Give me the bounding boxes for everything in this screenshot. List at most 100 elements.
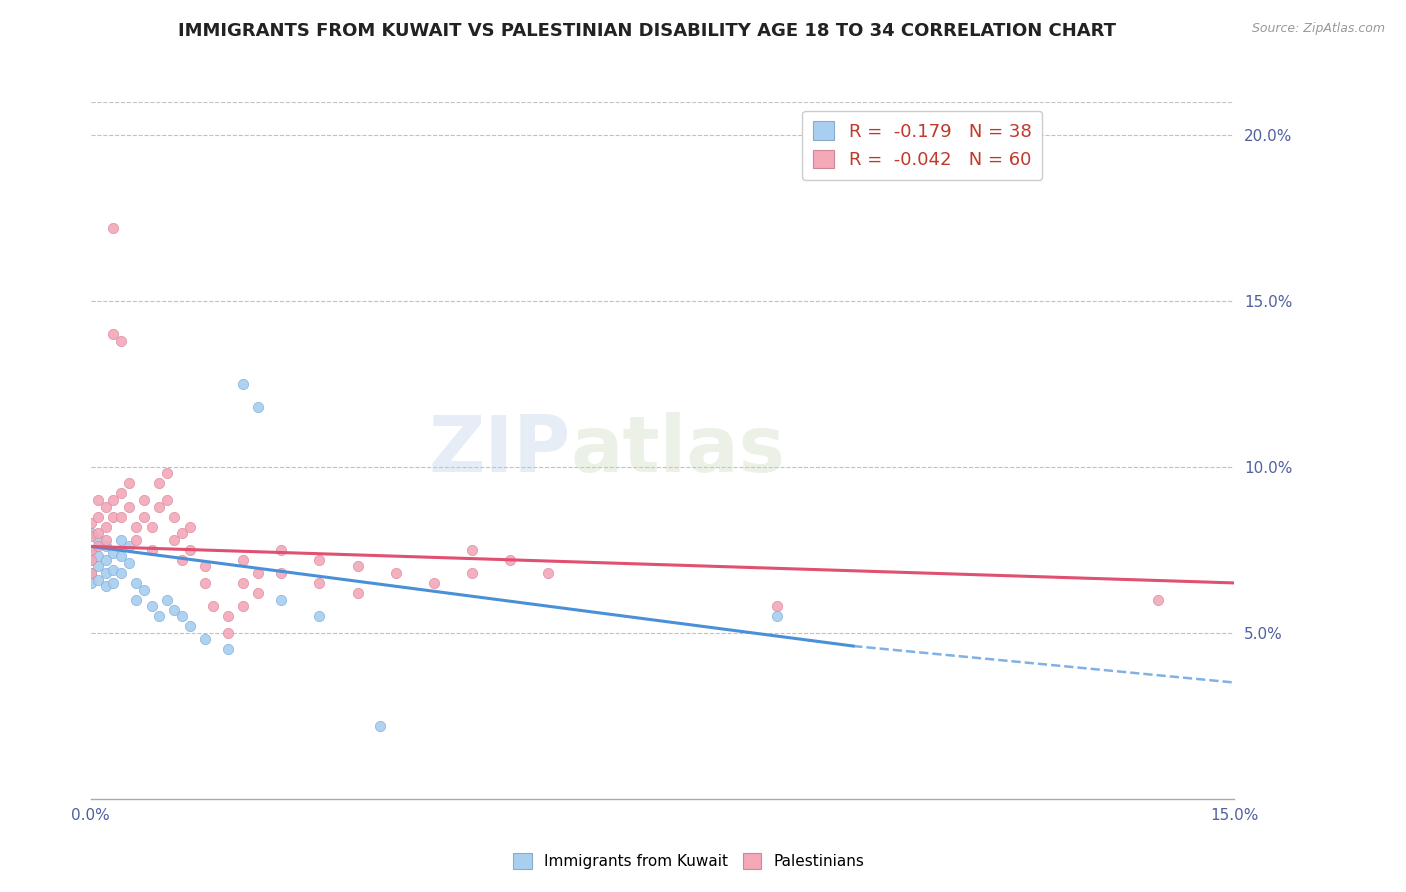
Text: ZIP: ZIP bbox=[429, 412, 571, 488]
Text: atlas: atlas bbox=[571, 412, 786, 488]
Point bbox=[87, 559, 110, 574]
Point bbox=[141, 599, 163, 614]
Point bbox=[79, 566, 101, 580]
Point bbox=[103, 220, 125, 235]
Point bbox=[87, 509, 110, 524]
Point bbox=[94, 533, 117, 547]
Point bbox=[132, 582, 155, 597]
Point bbox=[79, 542, 101, 557]
Point bbox=[270, 566, 292, 580]
Point bbox=[79, 526, 101, 541]
Point bbox=[270, 592, 292, 607]
Point bbox=[103, 492, 125, 507]
Point bbox=[103, 546, 125, 560]
Point bbox=[461, 542, 484, 557]
Point bbox=[110, 566, 132, 580]
Point bbox=[148, 500, 170, 514]
Point bbox=[423, 576, 446, 591]
Point bbox=[384, 566, 406, 580]
Point bbox=[94, 566, 117, 580]
Point bbox=[125, 519, 148, 533]
Point bbox=[94, 519, 117, 533]
Point bbox=[172, 552, 194, 566]
Point bbox=[118, 556, 141, 570]
Point bbox=[370, 719, 392, 733]
Point bbox=[94, 579, 117, 593]
Point bbox=[217, 609, 239, 624]
Point bbox=[110, 509, 132, 524]
Point bbox=[118, 500, 141, 514]
Point bbox=[141, 542, 163, 557]
Point bbox=[110, 533, 132, 547]
Point bbox=[232, 552, 254, 566]
Point bbox=[194, 559, 217, 574]
Point bbox=[125, 533, 148, 547]
Point bbox=[94, 540, 117, 554]
Point bbox=[270, 542, 292, 557]
Point bbox=[1147, 592, 1170, 607]
Point bbox=[87, 540, 110, 554]
Point bbox=[118, 540, 141, 554]
Point bbox=[346, 559, 368, 574]
Point bbox=[87, 492, 110, 507]
Point bbox=[308, 609, 330, 624]
Point bbox=[156, 592, 179, 607]
Point bbox=[132, 492, 155, 507]
Point bbox=[110, 334, 132, 348]
Point bbox=[87, 549, 110, 564]
Point bbox=[156, 492, 179, 507]
Point bbox=[163, 509, 186, 524]
Point bbox=[87, 526, 110, 541]
Point bbox=[232, 576, 254, 591]
Point bbox=[79, 576, 101, 591]
Point bbox=[79, 552, 101, 566]
Legend: R =  -0.179   N = 38, R =  -0.042   N = 60: R = -0.179 N = 38, R = -0.042 N = 60 bbox=[801, 111, 1042, 180]
Point bbox=[766, 609, 789, 624]
Text: Source: ZipAtlas.com: Source: ZipAtlas.com bbox=[1251, 22, 1385, 36]
Point bbox=[148, 476, 170, 491]
Point bbox=[125, 592, 148, 607]
Point bbox=[179, 619, 201, 633]
Point bbox=[163, 533, 186, 547]
Point bbox=[247, 586, 270, 600]
Point bbox=[247, 566, 270, 580]
Point bbox=[79, 529, 101, 543]
Point bbox=[87, 573, 110, 587]
Point bbox=[79, 542, 101, 557]
Point bbox=[163, 602, 186, 616]
Point bbox=[346, 586, 368, 600]
Point bbox=[172, 609, 194, 624]
Text: IMMIGRANTS FROM KUWAIT VS PALESTINIAN DISABILITY AGE 18 TO 34 CORRELATION CHART: IMMIGRANTS FROM KUWAIT VS PALESTINIAN DI… bbox=[177, 22, 1116, 40]
Legend: Immigrants from Kuwait, Palestinians: Immigrants from Kuwait, Palestinians bbox=[508, 847, 870, 875]
Point bbox=[132, 509, 155, 524]
Point bbox=[141, 519, 163, 533]
Point bbox=[125, 576, 148, 591]
Point bbox=[247, 400, 270, 414]
Point bbox=[79, 552, 101, 566]
Point bbox=[499, 552, 522, 566]
Point bbox=[308, 552, 330, 566]
Point bbox=[217, 642, 239, 657]
Point bbox=[232, 376, 254, 391]
Point bbox=[103, 326, 125, 341]
Point bbox=[87, 533, 110, 547]
Point bbox=[103, 509, 125, 524]
Point bbox=[156, 467, 179, 481]
Point bbox=[110, 549, 132, 564]
Point bbox=[179, 542, 201, 557]
Point bbox=[110, 486, 132, 500]
Point bbox=[194, 576, 217, 591]
Point bbox=[118, 476, 141, 491]
Point bbox=[201, 599, 224, 614]
Point bbox=[172, 526, 194, 541]
Point bbox=[94, 500, 117, 514]
Point bbox=[232, 599, 254, 614]
Point bbox=[103, 563, 125, 577]
Point bbox=[79, 566, 101, 580]
Point bbox=[103, 576, 125, 591]
Point bbox=[766, 599, 789, 614]
Point bbox=[94, 552, 117, 566]
Point bbox=[148, 609, 170, 624]
Point bbox=[79, 516, 101, 531]
Point bbox=[179, 519, 201, 533]
